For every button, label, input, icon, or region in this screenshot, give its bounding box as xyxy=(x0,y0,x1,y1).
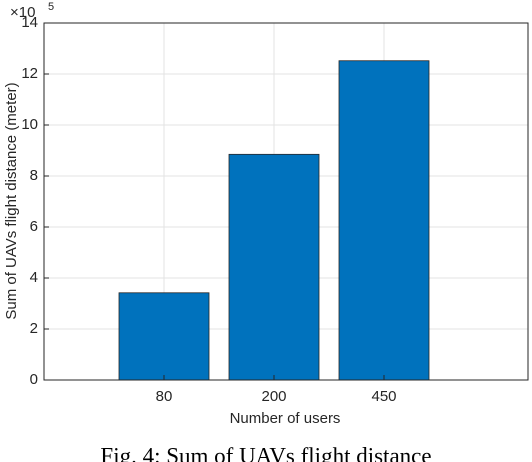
x-tick-label: 80 xyxy=(156,388,173,405)
y-tick-label: 14 xyxy=(21,14,38,31)
y-tick-label: 0 xyxy=(30,371,38,388)
plot-frame xyxy=(43,22,529,381)
y-tick-label: 10 xyxy=(21,116,38,133)
y-scale-exponent: 5 xyxy=(48,1,54,13)
bar xyxy=(338,60,430,381)
y-scale-base: ×10 xyxy=(10,4,35,21)
y-tick-label: 4 xyxy=(30,269,38,286)
x-axis-title: Number of users xyxy=(230,410,341,427)
x-tick-label: 200 xyxy=(261,388,286,405)
bar xyxy=(118,292,210,381)
y-tick-label: 6 xyxy=(30,218,38,235)
x-tick-label: 450 xyxy=(371,388,396,405)
bar xyxy=(228,153,320,381)
y-tick-label: 8 xyxy=(30,167,38,184)
y-tick-label: 12 xyxy=(21,65,38,82)
y-tick-label: 2 xyxy=(30,320,38,337)
caption: Fig. 4: Sum of UAVs flight distance xyxy=(100,443,431,462)
y-axis-title: Sum of UAVs flight distance (meter) xyxy=(3,82,20,319)
